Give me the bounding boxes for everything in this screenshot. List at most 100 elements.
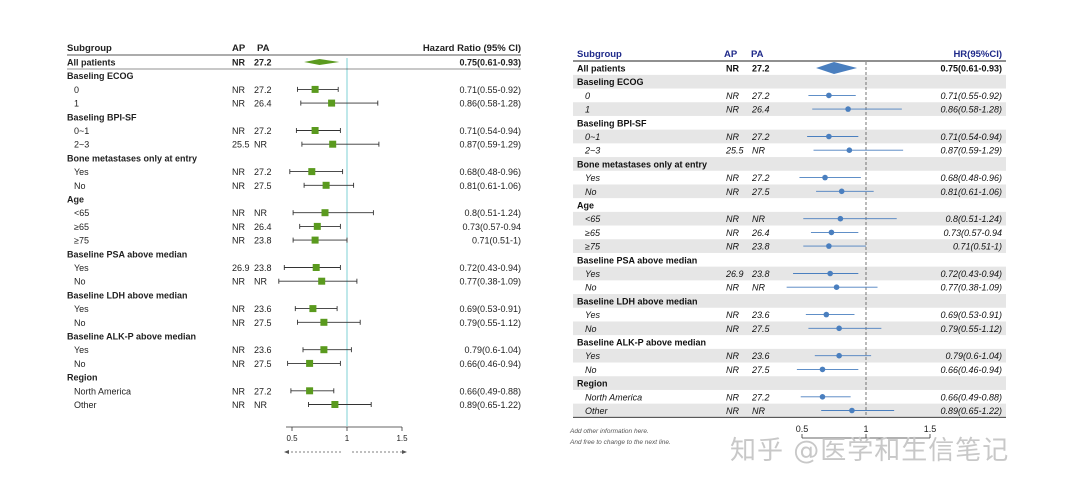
row-hr-text: 0.69(0.53-0.91) bbox=[459, 304, 521, 314]
row-pa: 23.6 bbox=[751, 351, 770, 361]
row-pa: 27.2 bbox=[254, 386, 272, 396]
row-pa: 27.2 bbox=[752, 64, 770, 74]
row-label: ≥65 bbox=[74, 222, 89, 232]
row-hr-text: 0.89(0.65-1.22) bbox=[940, 406, 1002, 416]
row-pa: 23.6 bbox=[254, 345, 272, 355]
row-pa: NR bbox=[254, 400, 267, 410]
row-ap: NR bbox=[726, 187, 739, 197]
row-label: <65 bbox=[74, 208, 89, 218]
row-pa: 26.4 bbox=[254, 222, 272, 232]
row-pa: 27.5 bbox=[751, 365, 771, 375]
row-band bbox=[573, 211, 1006, 226]
point-marker bbox=[311, 85, 319, 93]
row-ap: NR bbox=[232, 181, 245, 191]
header-pa: PA bbox=[257, 43, 270, 54]
row-pa: 23.6 bbox=[254, 304, 272, 314]
row-ap: NR bbox=[726, 406, 739, 416]
row-hr-text: 0.72(0.43-0.94) bbox=[459, 263, 521, 273]
row-pa: 27.5 bbox=[254, 318, 272, 328]
row-label: Region bbox=[67, 373, 98, 383]
header-subgroup: Subgroup bbox=[67, 43, 112, 54]
x-tick-label: 1.5 bbox=[396, 434, 408, 443]
point-marker bbox=[836, 325, 842, 332]
row-ap: NR bbox=[232, 277, 245, 287]
row-band bbox=[573, 157, 1006, 171]
forest-plot-left-svg: Subgroup AP PA Hazard Ratio (95% CI) All pat… bbox=[67, 43, 521, 454]
row-ap: NR bbox=[726, 351, 739, 361]
row-label: No bbox=[74, 181, 86, 191]
point-marker bbox=[836, 352, 842, 359]
row-hr-text: 0.71(0.51-1) bbox=[953, 242, 1002, 252]
point-marker bbox=[329, 140, 337, 148]
row-pa: 27.2 bbox=[751, 91, 770, 101]
row-label: All patients bbox=[577, 64, 626, 74]
row-label: Other bbox=[585, 406, 609, 416]
row-hr-text: 0.86(0.58-1.28) bbox=[940, 105, 1002, 115]
row-ap: NR bbox=[232, 222, 245, 232]
row-label: 2~3 bbox=[584, 146, 600, 156]
row-hr-text: 0.79(0.6-1.04) bbox=[464, 345, 521, 355]
row-label: Baseline PSA above median bbox=[577, 255, 697, 265]
row-label: Baseline PSA above median bbox=[67, 249, 187, 259]
row-pa: 27.5 bbox=[254, 359, 272, 369]
point-marker bbox=[838, 188, 845, 195]
row-ap: NR bbox=[726, 228, 739, 238]
x-tick-label: 1.5 bbox=[924, 424, 937, 434]
header-hr: Hazard Ratio (95% CI) bbox=[423, 43, 521, 54]
header-ap: AP bbox=[232, 43, 246, 54]
row-hr-text: 0.77(0.38-1.09) bbox=[459, 277, 521, 287]
row-pa: 27.2 bbox=[751, 173, 770, 183]
row-label: Baseline ALK-P above median bbox=[577, 338, 706, 348]
row-ap: NR bbox=[232, 236, 245, 246]
row-pa: 26.4 bbox=[751, 228, 770, 238]
row-label: No bbox=[585, 324, 597, 334]
footnote: Add other information here. bbox=[569, 428, 649, 435]
point-marker bbox=[826, 92, 832, 99]
row-label: Baseline LDH above median bbox=[67, 290, 188, 300]
row-ap: NR bbox=[232, 400, 245, 410]
row-label: Yes bbox=[74, 345, 89, 355]
point-marker bbox=[826, 243, 832, 249]
point-marker bbox=[322, 181, 330, 189]
row-band bbox=[573, 74, 1006, 89]
row-pa: 23.8 bbox=[751, 242, 770, 252]
overall-diamond bbox=[304, 59, 340, 65]
row-hr-text: 0.75(0.61-0.93) bbox=[940, 64, 1002, 74]
row-pa: 27.2 bbox=[751, 392, 770, 402]
row-label: Baseling ECOG bbox=[577, 77, 644, 87]
row-pa: NR bbox=[752, 283, 765, 293]
row-hr-text: 0.79(0.55-1.12) bbox=[940, 324, 1002, 334]
row-label: Yes bbox=[74, 167, 89, 177]
row-hr-text: 0.71(0.54-0.94) bbox=[940, 132, 1002, 142]
row-ap: NR bbox=[232, 318, 245, 328]
row-hr-text: 0.73(0.57-0.94 bbox=[943, 228, 1002, 238]
row-label: No bbox=[74, 359, 86, 369]
row-ap: NR bbox=[232, 99, 245, 109]
row-label: Baseline LDH above median bbox=[577, 296, 698, 306]
point-marker bbox=[849, 407, 855, 414]
row-label: ≥75 bbox=[74, 236, 89, 246]
row-ap: NR bbox=[726, 324, 739, 334]
overall-diamond bbox=[816, 62, 858, 74]
row-label: Bone metastases only at entry bbox=[67, 153, 197, 163]
row-label: No bbox=[585, 187, 597, 197]
point-marker bbox=[822, 174, 828, 181]
row-pa: 27.2 bbox=[254, 58, 272, 68]
row-label: <65 bbox=[585, 214, 601, 224]
point-marker bbox=[331, 401, 339, 408]
row-label: 1 bbox=[585, 105, 590, 115]
row-hr-text: 0.81(0.61-1.06) bbox=[940, 187, 1002, 197]
row-ap: NR bbox=[726, 392, 739, 402]
row-pa: NR bbox=[254, 140, 267, 150]
row-label: Yes bbox=[585, 310, 601, 320]
row-ap: NR bbox=[726, 173, 739, 183]
arrow-right-head bbox=[402, 450, 407, 454]
point-marker bbox=[311, 127, 319, 134]
point-marker bbox=[320, 346, 328, 354]
row-hr-text: 0.87(0.59-1.29) bbox=[459, 140, 521, 150]
row-label: Yes bbox=[74, 304, 89, 314]
row-ap: NR bbox=[726, 64, 739, 74]
row-label: Baseline ALK-P above median bbox=[67, 332, 196, 342]
point-marker bbox=[312, 264, 320, 271]
row-ap: NR bbox=[232, 386, 245, 396]
